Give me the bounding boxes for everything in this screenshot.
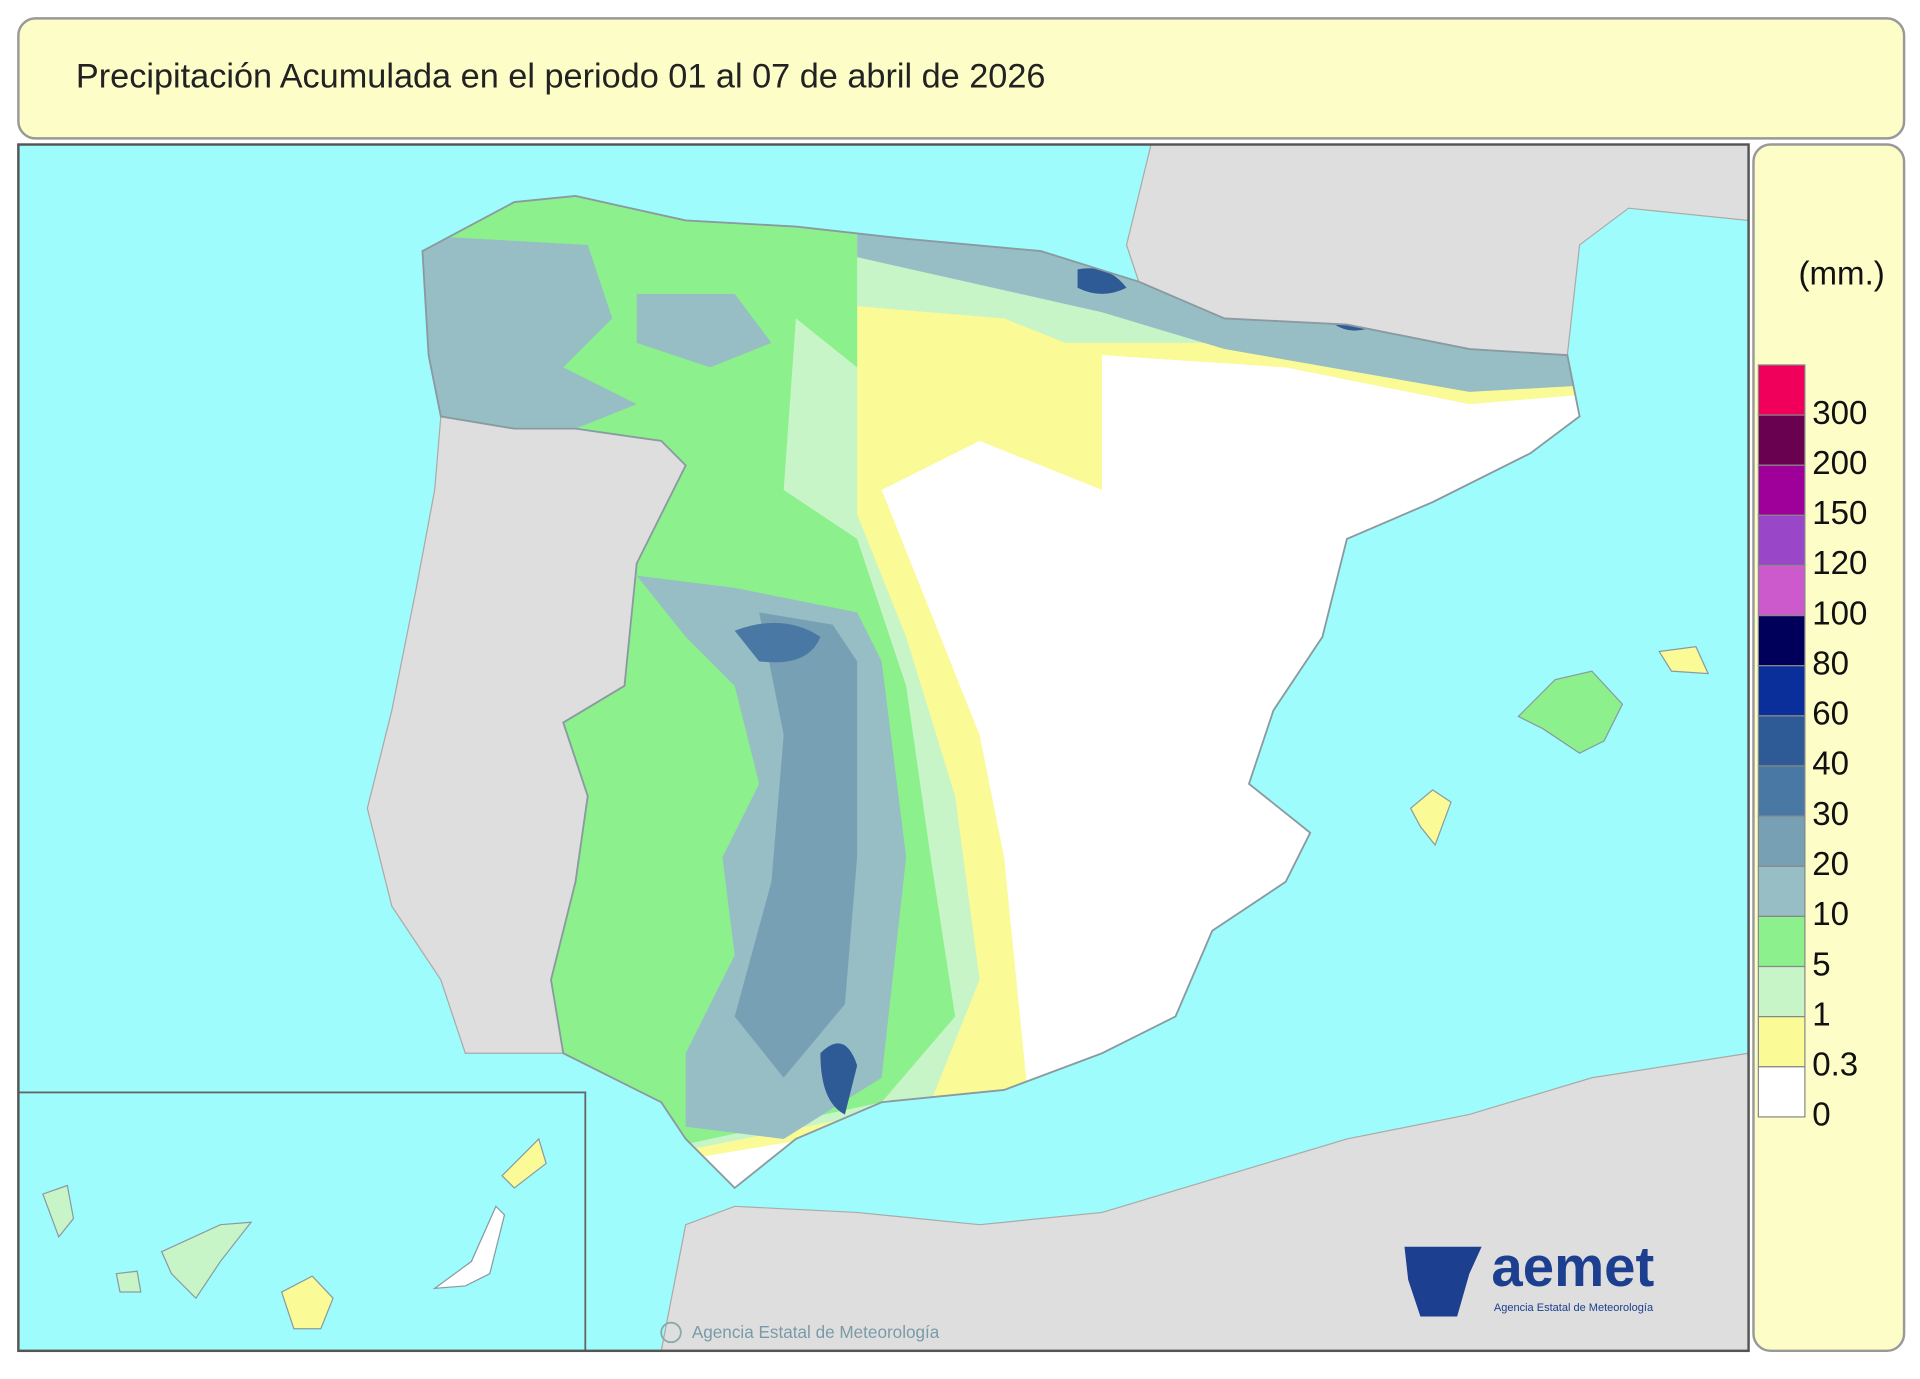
island <box>115 1270 142 1293</box>
legend-swatch <box>1757 865 1806 918</box>
island <box>432 1205 506 1290</box>
legend-label: 0 <box>1812 1097 1830 1134</box>
island <box>42 1184 75 1239</box>
legend-label: 0.3 <box>1812 1047 1858 1084</box>
island <box>501 1137 547 1189</box>
spain-outline <box>421 195 1581 1190</box>
legend: 300 200 150 120 100 80 60 40 30 20 10 5 1 0.3 0 <box>1757 364 1867 1134</box>
legend-swatch <box>1757 815 1806 867</box>
credit: Agencia Estatal de Meteorología <box>692 1322 940 1342</box>
legend-label: 40 <box>1812 746 1849 783</box>
ibiza <box>1409 789 1452 847</box>
legend-unit: (mm.) <box>1799 255 1885 292</box>
legend-label: 10 <box>1812 896 1849 933</box>
legend-swatch <box>1757 715 1806 767</box>
legend-swatch <box>1757 564 1806 617</box>
logo-tagline: Agencia Estatal de Meteorología <box>1494 1302 1654 1314</box>
legend-swatch <box>1757 665 1806 717</box>
legend-swatch <box>1757 514 1806 567</box>
legend-swatch <box>1757 1066 1806 1118</box>
logo-name: aemet <box>1491 1235 1654 1298</box>
legend-label: 100 <box>1812 595 1867 632</box>
legend-swatch <box>1757 464 1806 516</box>
island <box>160 1221 253 1300</box>
legend-label: 200 <box>1812 445 1867 482</box>
legend-label: 30 <box>1812 796 1849 833</box>
island <box>280 1275 334 1330</box>
legend-label: 150 <box>1812 495 1867 532</box>
legend-label: 20 <box>1812 846 1849 883</box>
title-box <box>17 17 1906 140</box>
legend-label: 80 <box>1812 645 1849 682</box>
legend-swatch <box>1757 614 1806 667</box>
mallorca <box>1517 670 1624 754</box>
legend-label: 60 <box>1812 696 1849 733</box>
africa <box>660 1052 1749 1351</box>
legend-swatch <box>1757 414 1806 466</box>
legend-swatch <box>1757 965 1806 1018</box>
legend-label: 5 <box>1812 946 1830 983</box>
map-title: Precipitación Acumulada en el periodo 01… <box>76 57 1046 95</box>
legend-swatch <box>1757 364 1806 416</box>
map-area: Agencia Estatal de Meteorología aemet Ag… <box>18 144 1749 1351</box>
menorca <box>1658 645 1710 675</box>
legend-label: 1 <box>1812 996 1830 1033</box>
legend-label: 300 <box>1812 395 1867 432</box>
legend-swatch <box>1757 915 1806 968</box>
logo-mark <box>1404 1246 1482 1317</box>
legend-label: 120 <box>1812 545 1867 582</box>
legend-swatch <box>1757 1016 1806 1068</box>
copyright-mark <box>660 1321 682 1344</box>
legend-swatch <box>1757 765 1806 817</box>
map-frame <box>17 143 1750 1353</box>
